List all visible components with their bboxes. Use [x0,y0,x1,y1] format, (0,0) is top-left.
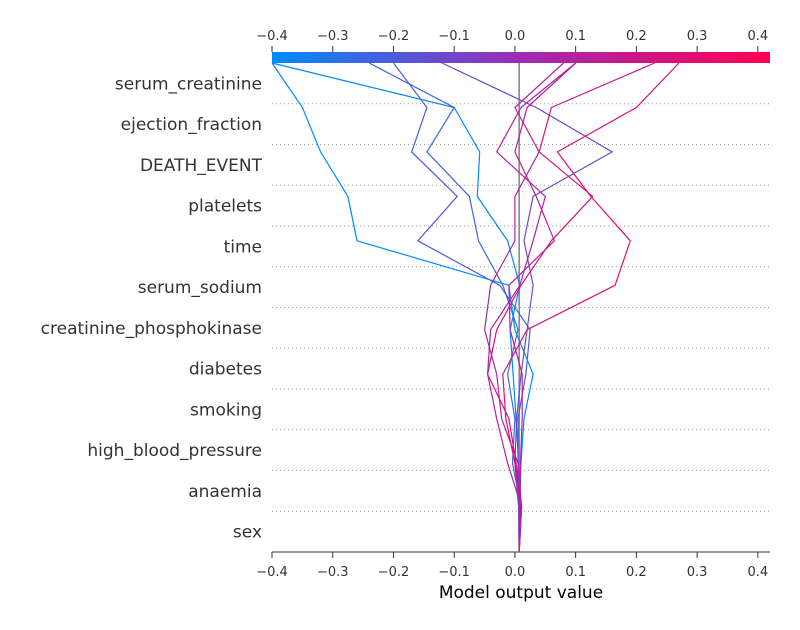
decision-line [486,62,577,553]
feature-label: serum_sodium [138,278,262,298]
feature-label: ejection_fraction [121,115,262,135]
bottom-tick-label: 0.2 [626,565,647,580]
feature-label: platelets [188,197,262,217]
decision-line [368,62,522,553]
feature-label: sex [233,523,262,543]
decision-line [271,62,534,553]
feature-label: serum_creatinine [115,74,262,94]
feature-label: smoking [190,400,262,420]
top-tick-label: 0.4 [748,29,769,44]
bottom-tick-label: 0.4 [748,565,769,580]
top-tick-label: 0.1 [565,29,586,44]
top-tick-label: −0.3 [317,29,349,44]
top-tick-label: 0.0 [505,29,526,44]
bottom-tick-label: 0.1 [565,565,586,580]
top-tick-label: 0.2 [626,29,647,44]
feature-label: time [224,237,262,257]
top-tick-label: 0.3 [687,29,708,44]
feature-label: creatinine_phosphokinase [41,319,262,339]
bottom-tick-label: −0.3 [317,565,349,580]
colorbar [272,52,770,63]
top-axis: −0.4 −0.3 −0.2 −0.1 0.0 0.1 0.2 0.3 0.4 [256,29,768,52]
feature-label: high_blood_pressure [87,441,262,461]
feature-label: anaemia [188,482,262,502]
top-tick-label: −0.4 [256,29,288,44]
decision-line [483,62,564,553]
x-axis-title: Model output value [439,583,603,603]
top-tick-label: −0.2 [378,29,410,44]
bottom-tick-label: −0.4 [256,565,288,580]
feature-labels: serum_creatinine ejection_fraction DEATH_E… [41,74,263,542]
bottom-tick-label: −0.2 [378,565,410,580]
bottom-tick-label: 0.0 [505,565,526,580]
top-tick-label: −0.1 [438,29,470,44]
decision-line [502,62,680,553]
decision-line [271,62,521,553]
decision-lines [271,62,680,553]
decision-line [486,62,655,553]
bottom-axis: −0.4 −0.3 −0.2 −0.1 0.0 0.1 0.2 0.3 0.4 [256,551,770,580]
bottom-tick-label: −0.1 [438,565,470,580]
feature-label: DEATH_EVENT [140,156,263,176]
feature-label: diabetes [189,360,262,380]
bottom-tick-label: 0.3 [687,565,708,580]
decision-line [441,62,614,553]
